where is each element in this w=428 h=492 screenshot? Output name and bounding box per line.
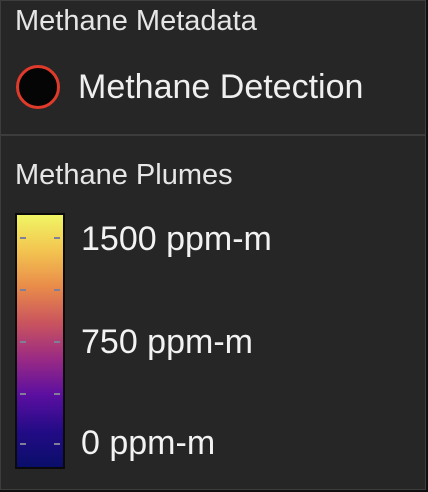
ramp-label-max: 1500 ppm-m (81, 220, 272, 258)
section-divider (1, 134, 425, 136)
ramp-tick (20, 393, 26, 395)
ramp-label-mid: 750 ppm-m (81, 323, 253, 361)
ramp-tick (20, 237, 26, 239)
ramp-tick (20, 341, 26, 343)
ramp-tick (54, 341, 60, 343)
ramp-tick (54, 289, 60, 291)
ramp-tick (54, 443, 60, 445)
ramp-tick (20, 289, 26, 291)
ramp-tick (20, 443, 26, 445)
methane-metadata-title: Methane Metadata (15, 5, 257, 37)
ramp-tick (54, 237, 60, 239)
methane-detection-legend-item: Methane Detection (16, 62, 363, 112)
ramp-tick (54, 393, 60, 395)
methane-plumes-title: Methane Plumes (15, 159, 233, 191)
ramp-label-min: 0 ppm-m (81, 424, 216, 462)
circle-marker-icon (16, 65, 60, 109)
color-ramp (15, 213, 65, 469)
methane-detection-label: Methane Detection (78, 68, 364, 106)
